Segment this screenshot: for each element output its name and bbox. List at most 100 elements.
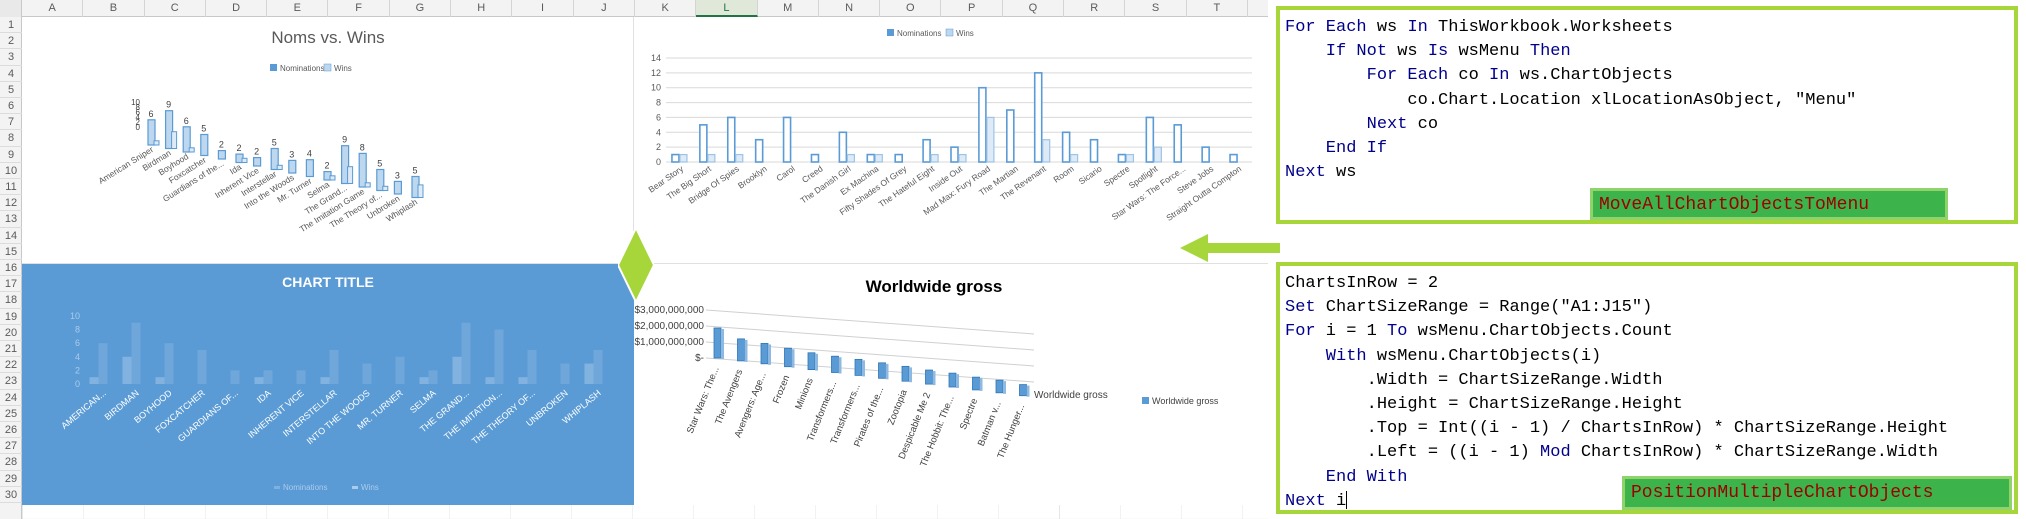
row-header-9[interactable]: 9 — [0, 147, 22, 163]
legend-label-nominations: Nominations — [280, 64, 324, 73]
vba-code-position-charts: ChartsInRow = 2 Set ChartSizeRange = Rang… — [1276, 262, 2018, 514]
row-header-4[interactable]: 4 — [0, 66, 22, 82]
column-header-b[interactable]: B — [83, 0, 145, 17]
bar-nominations — [922, 138, 931, 163]
row-header-7[interactable]: 7 — [0, 114, 22, 131]
code-line: .Top = Int((i - 1) / ChartsInRow) * Char… — [1285, 417, 2014, 441]
double-arrow-icon — [618, 228, 654, 302]
code-keyword: For Each — [1285, 66, 1449, 86]
code-line: .Left = ((i - 1) Mod ChartsInRow) * Char… — [1285, 441, 2014, 465]
bar-gross — [737, 338, 745, 362]
column-header-f[interactable]: F — [329, 0, 390, 17]
legend-swatch-wins — [323, 63, 332, 72]
bar-wins — [1042, 139, 1051, 163]
chart-bars — [713, 327, 1030, 397]
code-text: .Top = Int((i - 1) / ChartsInRow) * Char… — [1285, 419, 1949, 439]
row-header-20[interactable]: 20 — [0, 325, 22, 341]
chart-legend: Worldwide gross — [1142, 396, 1219, 406]
column-header-s[interactable]: S — [1125, 0, 1187, 17]
column-header-d[interactable]: D — [206, 0, 268, 17]
row-header-29[interactable]: 29 — [0, 471, 22, 487]
row-header-22[interactable]: 22 — [0, 357, 22, 374]
column-header-n[interactable]: N — [819, 0, 881, 17]
chart-legend: Nominations Wins — [887, 28, 974, 38]
column-header-k[interactable]: K — [635, 0, 697, 17]
bar-nominations — [560, 363, 570, 384]
bar-nominations — [782, 116, 792, 163]
column-header-l[interactable]: L — [696, 0, 758, 17]
data-label: 5 — [412, 166, 417, 176]
bar-wins — [171, 131, 178, 149]
code-line: If Not ws Is wsMenu Then — [1285, 40, 2014, 64]
row-header-15[interactable]: 15 — [0, 244, 22, 260]
row-header-1[interactable]: 1 — [0, 17, 22, 34]
bar-nominations — [165, 110, 174, 150]
data-label: 5 — [377, 159, 382, 169]
chart-worldwide-gross[interactable]: Worldwide gross $- $1,000,000,000 $2,000,0… — [634, 264, 1268, 505]
vba-code-move-charts: For Each ws In ThisWorkbook.Worksheets I… — [1276, 6, 2018, 224]
axis-tick-label: 6 — [136, 108, 141, 117]
code-text: ws.ChartObjects — [1509, 66, 1673, 86]
data-label: 8 — [360, 142, 365, 152]
select-all-corner[interactable] — [0, 0, 22, 17]
row-header-6[interactable]: 6 — [0, 98, 22, 115]
row-header-12[interactable]: 12 — [0, 195, 22, 212]
row-header-19[interactable]: 19 — [0, 309, 22, 325]
row-header-23[interactable]: 23 — [0, 373, 22, 390]
row-header-16[interactable]: 16 — [0, 260, 22, 277]
column-header-c[interactable]: C — [145, 0, 206, 17]
row-header-26[interactable]: 26 — [0, 422, 22, 439]
y-tick-label: 2 — [75, 365, 80, 375]
bar-nominations — [1033, 72, 1043, 163]
column-header-h[interactable]: H — [451, 0, 513, 17]
row-header-8[interactable]: 8 — [0, 130, 22, 147]
row-header-30[interactable]: 30 — [0, 487, 22, 503]
column-header-r[interactable]: R — [1064, 0, 1126, 17]
row-header-14[interactable]: 14 — [0, 228, 22, 244]
code-line: Next i — [1285, 490, 2014, 514]
row-header-10[interactable]: 10 — [0, 163, 22, 179]
column-header-p[interactable]: P — [942, 0, 1003, 17]
column-header-e[interactable]: E — [267, 0, 329, 17]
gridline — [705, 309, 1035, 335]
row-header-28[interactable]: 28 — [0, 454, 22, 471]
row-header-27[interactable]: 27 — [0, 438, 22, 455]
bar-nominations — [147, 119, 156, 146]
chart-2016-nominations[interactable]: Nominations Wins 0 2 4 6 8 10 12 14 Bear Story T… — [634, 17, 1268, 264]
macro-name-move-charts[interactable]: MoveAllChartObjectsToMenu — [1590, 188, 1948, 220]
row-header-21[interactable]: 21 — [0, 341, 22, 358]
bar-gross-side — [744, 339, 748, 362]
row-header-18[interactable]: 18 — [0, 292, 22, 309]
chart-title: CHART TITLE — [282, 274, 374, 290]
column-header-j[interactable]: J — [574, 0, 635, 17]
row-header-3[interactable]: 3 — [0, 49, 22, 66]
chart-blue-style[interactable]: CHART TITLE 0 2 4 6 8 10 AMERICAN... BIRDMAN BO… — [22, 264, 634, 505]
column-header-a[interactable]: A — [22, 0, 84, 17]
category-label: Frozen — [771, 374, 792, 406]
row-header-5[interactable]: 5 — [0, 82, 22, 98]
chart-noms-vs-wins[interactable]: Noms vs. Wins Nominations Wins 6 9 6 5 2 2 2 5 3… — [22, 17, 634, 264]
code-keyword: To — [1387, 322, 1408, 342]
column-header-o[interactable]: O — [880, 0, 942, 17]
y-tick-label: 6 — [656, 112, 661, 122]
code-line: Next co — [1285, 113, 2014, 137]
chart-title: Noms vs. Wins — [271, 28, 384, 47]
data-label: 9 — [166, 100, 171, 110]
column-header-t[interactable]: T — [1187, 0, 1248, 17]
bar-gross — [1019, 384, 1027, 397]
code-line: .Height = ChartSizeRange.Height — [1285, 393, 2014, 417]
macro-name-position-charts[interactable]: PositionMultipleChartObjects — [1622, 476, 2012, 510]
bar-nominations — [1201, 146, 1210, 163]
column-header-i[interactable]: I — [512, 0, 574, 17]
row-header-11[interactable]: 11 — [0, 179, 22, 196]
row-header-25[interactable]: 25 — [0, 406, 22, 422]
column-header-q[interactable]: Q — [1003, 0, 1065, 17]
row-header-17[interactable]: 17 — [0, 276, 22, 293]
column-header-m[interactable]: M — [758, 0, 819, 17]
axis-tick-label: 0 — [136, 123, 141, 132]
legend-swatch-wins — [945, 28, 954, 37]
column-header-g[interactable]: G — [390, 0, 452, 17]
row-header-24[interactable]: 24 — [0, 390, 22, 406]
row-header-13[interactable]: 13 — [0, 211, 22, 228]
row-header-2[interactable]: 2 — [0, 33, 22, 50]
